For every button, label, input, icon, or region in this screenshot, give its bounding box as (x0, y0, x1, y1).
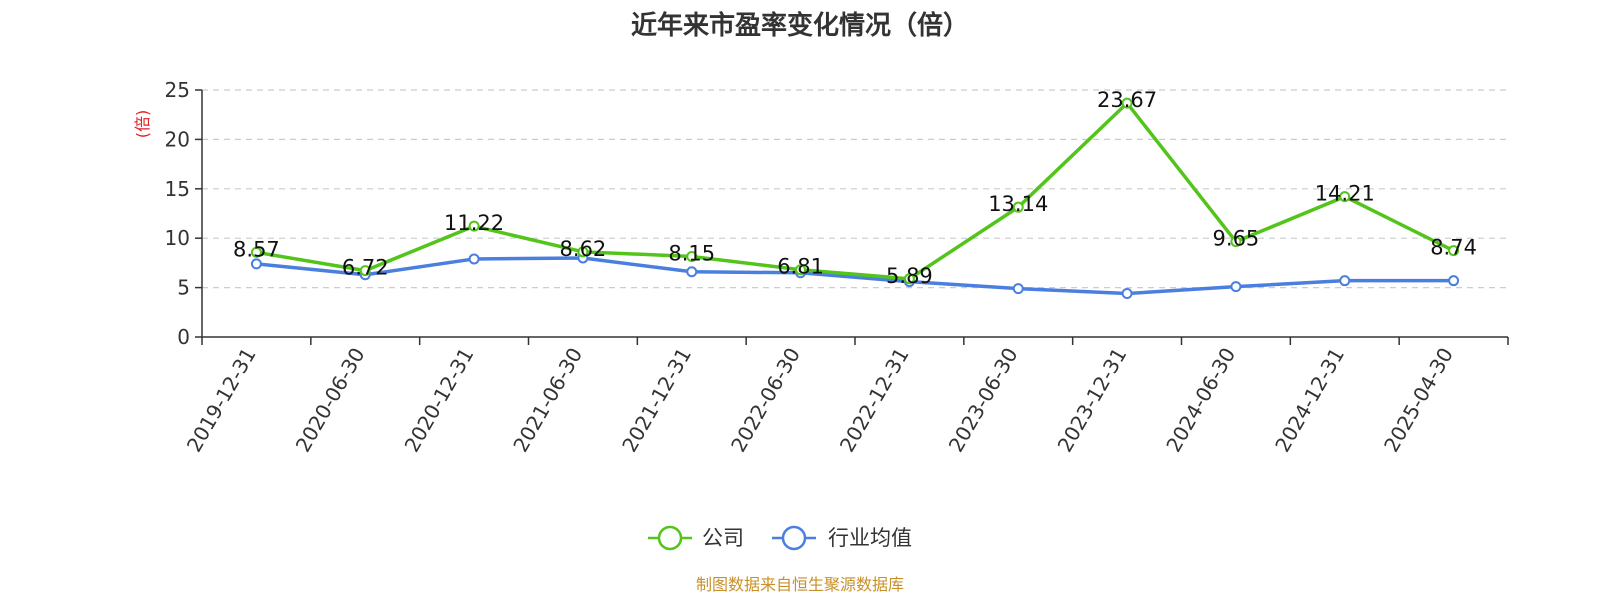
data-point[interactable] (468, 253, 480, 265)
data-point[interactable] (1012, 283, 1024, 295)
x-tick-label: 2023-12-31 (1053, 344, 1132, 457)
series-line-1 (256, 256, 1454, 296)
data-point[interactable] (1012, 201, 1024, 213)
data-point[interactable] (1230, 281, 1242, 293)
x-tick-label: 2020-06-30 (291, 344, 370, 457)
legend-item-0[interactable]: 公司 (648, 525, 744, 551)
grid-lines (202, 89, 1508, 289)
data-source-note: 制图数据来自恒生聚源数据库 (696, 575, 904, 594)
data-label: 8.15 (668, 241, 715, 265)
x-tick-label: 2020-12-31 (400, 344, 479, 457)
data-label: 23.67 (1097, 88, 1157, 112)
y-tick-labels: 0 5 10 15 20 25 (165, 78, 202, 349)
data-label: 8.62 (560, 237, 607, 261)
data-point[interactable] (577, 246, 589, 258)
x-tick-label: 2021-12-31 (617, 344, 696, 457)
x-tick-label: 2019-12-31 (182, 344, 261, 457)
data-label: 11.22 (444, 211, 504, 235)
y-tick-label: 25 (165, 78, 190, 102)
series-group (250, 97, 1460, 300)
data-label: 8.57 (233, 237, 280, 261)
legend[interactable]: 公司 行业均值 (648, 525, 912, 551)
data-labels: 8.57 6.72 11.22 8.62 8.15 6.81 5.89 13.14 23.67 9… (233, 88, 1477, 288)
y-tick-label: 15 (165, 177, 190, 201)
data-point[interactable] (250, 258, 262, 270)
data-label: 13.14 (988, 192, 1048, 216)
data-point[interactable] (1339, 275, 1351, 287)
x-tick-label: 2022-06-30 (726, 344, 805, 457)
x-tick-label: 2025-04-30 (1379, 344, 1458, 457)
legend-label: 行业均值 (828, 526, 912, 550)
data-point[interactable] (468, 220, 480, 232)
x-tick-label: 2024-12-31 (1270, 344, 1349, 457)
data-label: 8.74 (1430, 236, 1477, 260)
x-tick-label: 2023-06-30 (944, 344, 1023, 457)
y-tick-label: 20 (165, 127, 190, 151)
x-tick-labels: 2019-12-31 2020-06-30 2020-12-31 2021-06-30… (182, 344, 1458, 457)
data-point[interactable] (1121, 97, 1133, 109)
data-label: 6.81 (777, 255, 824, 279)
data-label: 9.65 (1213, 227, 1260, 251)
legend-marker-icon (781, 525, 807, 551)
data-point[interactable] (686, 266, 698, 278)
data-point[interactable] (1230, 236, 1242, 248)
data-label: 5.89 (886, 264, 933, 288)
y-tick-label: 5 (177, 276, 190, 300)
data-point[interactable] (250, 246, 262, 258)
data-point[interactable] (1121, 288, 1133, 300)
x-tick-label: 2021-06-30 (508, 344, 587, 457)
data-point[interactable] (1448, 275, 1460, 287)
x-tick-label: 2022-12-31 (835, 344, 914, 457)
data-label: 6.72 (342, 256, 389, 280)
data-point[interactable] (795, 264, 807, 276)
data-label: 14.21 (1315, 182, 1375, 206)
y-axis-label: (倍) (133, 110, 152, 139)
axes (201, 90, 1509, 345)
data-point[interactable] (686, 250, 698, 262)
legend-marker-icon (657, 525, 683, 551)
data-point[interactable] (1339, 191, 1351, 203)
data-point[interactable] (1448, 245, 1460, 257)
data-point[interactable] (359, 265, 371, 277)
y-tick-label: 0 (177, 325, 190, 349)
y-tick-label: 10 (165, 226, 190, 250)
legend-label: 公司 (702, 526, 744, 550)
chart-title: 近年来市盈率变化情况（倍） (631, 10, 969, 41)
legend-item-1[interactable]: 行业均值 (772, 525, 912, 551)
series-line-0 (256, 101, 1455, 281)
data-point[interactable] (903, 273, 915, 285)
x-tick-label: 2024-06-30 (1161, 344, 1240, 457)
